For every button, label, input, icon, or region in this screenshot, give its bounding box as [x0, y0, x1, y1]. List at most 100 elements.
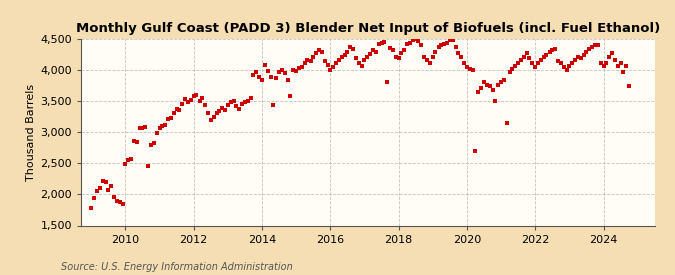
Point [271, 76, 281, 80]
Point [413, 39, 424, 43]
Point [319, 59, 330, 63]
Point [549, 47, 560, 51]
Point [513, 60, 524, 65]
Point [256, 78, 267, 82]
Point [157, 124, 167, 129]
Point [322, 62, 333, 67]
Y-axis label: Thousand Barrels: Thousand Barrels [26, 83, 36, 181]
Point [169, 111, 180, 115]
Point [163, 117, 173, 121]
Point [368, 48, 379, 53]
Point [331, 60, 342, 65]
Point [123, 158, 134, 162]
Point [340, 53, 350, 57]
Point [459, 61, 470, 66]
Point [314, 48, 325, 53]
Point [86, 206, 97, 210]
Point [487, 87, 498, 92]
Point [373, 42, 384, 46]
Point [558, 64, 569, 69]
Point [223, 102, 234, 107]
Point [191, 93, 202, 97]
Point [117, 202, 128, 206]
Point [404, 41, 415, 45]
Point [143, 164, 154, 169]
Point [456, 54, 466, 59]
Point [450, 45, 461, 50]
Point [578, 53, 589, 57]
Point [507, 67, 518, 71]
Point [137, 125, 148, 130]
Point [160, 122, 171, 127]
Point [541, 53, 552, 57]
Point [433, 45, 444, 50]
Point [350, 56, 361, 60]
Point [476, 86, 487, 90]
Point [131, 140, 142, 144]
Point [581, 50, 592, 54]
Point [154, 125, 165, 130]
Point [408, 38, 418, 42]
Point [604, 55, 615, 59]
Point [109, 195, 119, 200]
Point [521, 51, 532, 56]
Point [570, 58, 580, 62]
Point [595, 60, 606, 65]
Point [245, 96, 256, 101]
Point [265, 75, 276, 79]
Point [140, 125, 151, 129]
Point [186, 98, 196, 102]
Point [188, 94, 199, 99]
Point [237, 102, 248, 106]
Point [220, 108, 231, 112]
Point [95, 186, 105, 190]
Point [382, 80, 393, 84]
Point [430, 50, 441, 54]
Point [399, 48, 410, 53]
Point [106, 184, 117, 188]
Point [282, 78, 293, 82]
Point [234, 107, 244, 111]
Point [472, 90, 483, 94]
Point [336, 54, 347, 59]
Point [615, 60, 626, 65]
Point [114, 200, 125, 205]
Point [263, 69, 273, 73]
Point [317, 50, 327, 54]
Point [516, 57, 526, 62]
Point [490, 99, 501, 104]
Point [621, 64, 632, 68]
Point [242, 99, 253, 104]
Point [362, 54, 373, 59]
Point [88, 196, 99, 200]
Point [299, 60, 310, 65]
Point [165, 116, 176, 120]
Point [495, 80, 506, 84]
Point [410, 36, 421, 41]
Point [441, 41, 452, 45]
Point [353, 60, 364, 65]
Point [342, 50, 353, 54]
Point [254, 75, 265, 79]
Point [259, 63, 270, 67]
Point [502, 121, 512, 125]
Point [510, 64, 521, 68]
Point [561, 68, 572, 73]
Point [425, 60, 435, 65]
Point [359, 58, 370, 62]
Point [547, 48, 558, 53]
Point [92, 189, 103, 193]
Point [365, 52, 376, 56]
Point [439, 42, 450, 46]
Point [120, 162, 131, 167]
Point [385, 46, 396, 51]
Point [126, 157, 136, 162]
Point [194, 99, 205, 104]
Point [539, 54, 549, 59]
Point [601, 60, 612, 65]
Point [422, 57, 433, 62]
Point [572, 55, 583, 59]
Point [518, 55, 529, 59]
Point [387, 48, 398, 53]
Text: Source: U.S. Energy Information Administration: Source: U.S. Energy Information Administ… [61, 262, 292, 272]
